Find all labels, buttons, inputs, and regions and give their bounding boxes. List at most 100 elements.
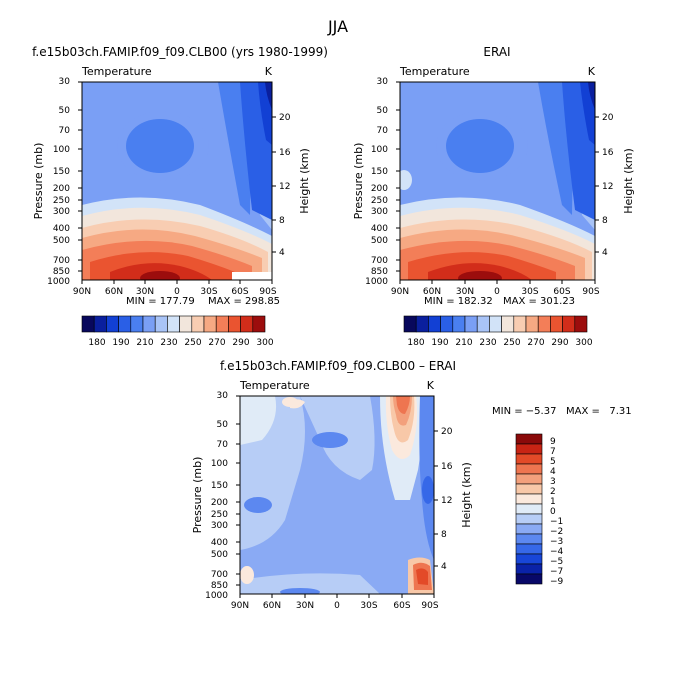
colorbar-label: 190 [431,338,448,348]
colorbar-swatch [515,523,543,535]
x-tick-label: 90N [391,287,409,297]
colorbar-swatch [515,553,543,565]
x-tick-label: 30S [360,601,377,611]
colorbar-swatch [440,315,454,333]
colorbar-swatch [515,443,543,455]
y-tick-label: 850 [53,267,70,277]
x-tick-label: 0 [494,287,500,297]
height-tick-label: 12 [441,496,452,506]
colorbar-swatch [215,315,229,333]
colorbar-swatch [191,315,205,333]
y-tick-label: 850 [371,267,388,277]
colorbar-swatch [501,315,515,333]
colorbar-swatch [562,315,576,333]
panel-difference-x-ticks: 90N 60N 30N 0 30S 60S 90S [231,594,439,611]
panel-erai: ERAI Temperature K 30 50 70 [352,45,635,348]
colorbar-label: 2 [550,487,556,497]
colorbar-label: 300 [575,338,592,348]
colorbar-swatch [240,315,254,333]
panel-erai-units-label: K [588,65,596,78]
y-tick-label: 400 [53,224,70,234]
height-tick-label: 20 [441,427,453,437]
x-tick-label: 60S [553,287,570,297]
panel-erai-variable-label: Temperature [399,65,470,78]
y-tick-label: 700 [371,256,388,266]
colorbar-swatch [515,493,543,505]
y-tick-label: 400 [211,538,228,548]
panel-erai-y-tick-marks [396,81,400,272]
panel-difference: f.e15b03ch.FAMIP.f09_f09.CLB00 – ERAI Te… [191,359,632,611]
y-tick-label: 400 [371,224,388,234]
colorbar-swatch [228,315,241,333]
panel-difference-y-ticks: 30 50 70 100 150 200 250 300 400 500 700… [205,391,228,601]
colorbar-label: 190 [112,338,129,348]
panel-model-colorbar-labels: 180 190 210 230 250 270 290 300 [88,338,273,348]
colorbar-swatch [130,315,144,333]
height-tick-label: 12 [279,182,290,192]
height-tick-label: 8 [279,216,285,226]
panel-model-units-label: K [265,65,273,78]
y-tick-label: 700 [211,570,228,580]
panel-difference-y-tick-marks [236,395,240,586]
colorbar-swatch [142,315,156,333]
y-tick-label: 70 [217,440,229,450]
colorbar-swatch [515,533,543,545]
panel-model-colorbar [81,315,266,333]
colorbar-label: 3 [550,477,556,487]
height-tick-label: 16 [441,462,453,472]
panel-erai-height-axis-label: Height (km) [622,148,635,214]
panel-erai-x-ticks: 90N 60N 30N 0 30S 60S 90S [391,280,600,297]
y-tick-label: 1000 [205,591,228,601]
panel-model-height-axis-label: Height (km) [298,148,311,214]
colorbar-swatch [106,315,119,333]
colorbar-label: −9 [550,577,564,587]
colorbar-swatch [252,315,266,333]
x-tick-label: 30S [200,287,217,297]
y-tick-label: 100 [53,145,70,155]
panel-erai-y-axis-label: Pressure (mb) [352,143,365,220]
colorbar-label: 210 [455,338,472,348]
colorbar-label: 230 [479,338,496,348]
panel-difference-height-axis-label: Height (km) [460,462,473,528]
colorbar-swatch [537,315,551,333]
panel-model-y-ticks: 30 50 70 100 150 200 250 300 400 500 700… [47,77,70,287]
x-tick-label: 30N [136,287,154,297]
y-tick-label: 300 [53,207,70,217]
colorbar-label: 1 [550,497,556,507]
panel-erai-height-ticks: 4 8 12 16 20 [595,113,614,258]
x-tick-label: 90N [73,287,91,297]
colorbar-label: 9 [550,437,556,447]
colorbar-swatch [464,315,478,333]
x-tick-label: 60S [393,601,410,611]
height-tick-label: 8 [602,216,608,226]
colorbar-label: −1 [550,517,563,527]
x-tick-label: 90S [421,601,438,611]
panel-model: f.e15b03ch.FAMIP.f09_f09.CLB00 (yrs 1980… [32,45,328,348]
panel-erai-title: ERAI [483,45,510,59]
colorbar-label: 180 [88,338,105,348]
colorbar-swatch [515,543,543,555]
panel-erai-min-text: MIN = 182.32 [424,296,493,307]
panel-model-x-ticks: 90N 60N 30N 0 30S 60S 90S [73,280,277,297]
x-tick-label: 0 [334,601,340,611]
panel-erai-y-ticks: 30 50 70 100 150 200 250 300 400 500 700… [365,77,388,287]
colorbar-label: 4 [550,467,556,477]
colorbar-swatch [515,453,543,465]
y-tick-label: 250 [371,196,388,206]
x-tick-label: 60N [423,287,441,297]
colorbar-swatch [515,503,543,515]
height-tick-label: 4 [279,248,285,258]
y-tick-label: 30 [59,77,71,87]
colorbar-label: 0 [550,507,556,517]
colorbar-label: 5 [550,457,556,467]
y-tick-label: 300 [211,521,228,531]
colorbar-swatch [203,315,217,333]
y-tick-label: 250 [53,196,70,206]
height-tick-label: 4 [602,248,608,258]
y-tick-label: 1000 [365,277,388,287]
height-tick-label: 8 [441,530,447,540]
colorbar-swatch [93,315,107,333]
y-tick-label: 50 [59,106,71,116]
panel-model-title: f.e15b03ch.FAMIP.f09_f09.CLB00 (yrs 1980… [32,45,328,59]
